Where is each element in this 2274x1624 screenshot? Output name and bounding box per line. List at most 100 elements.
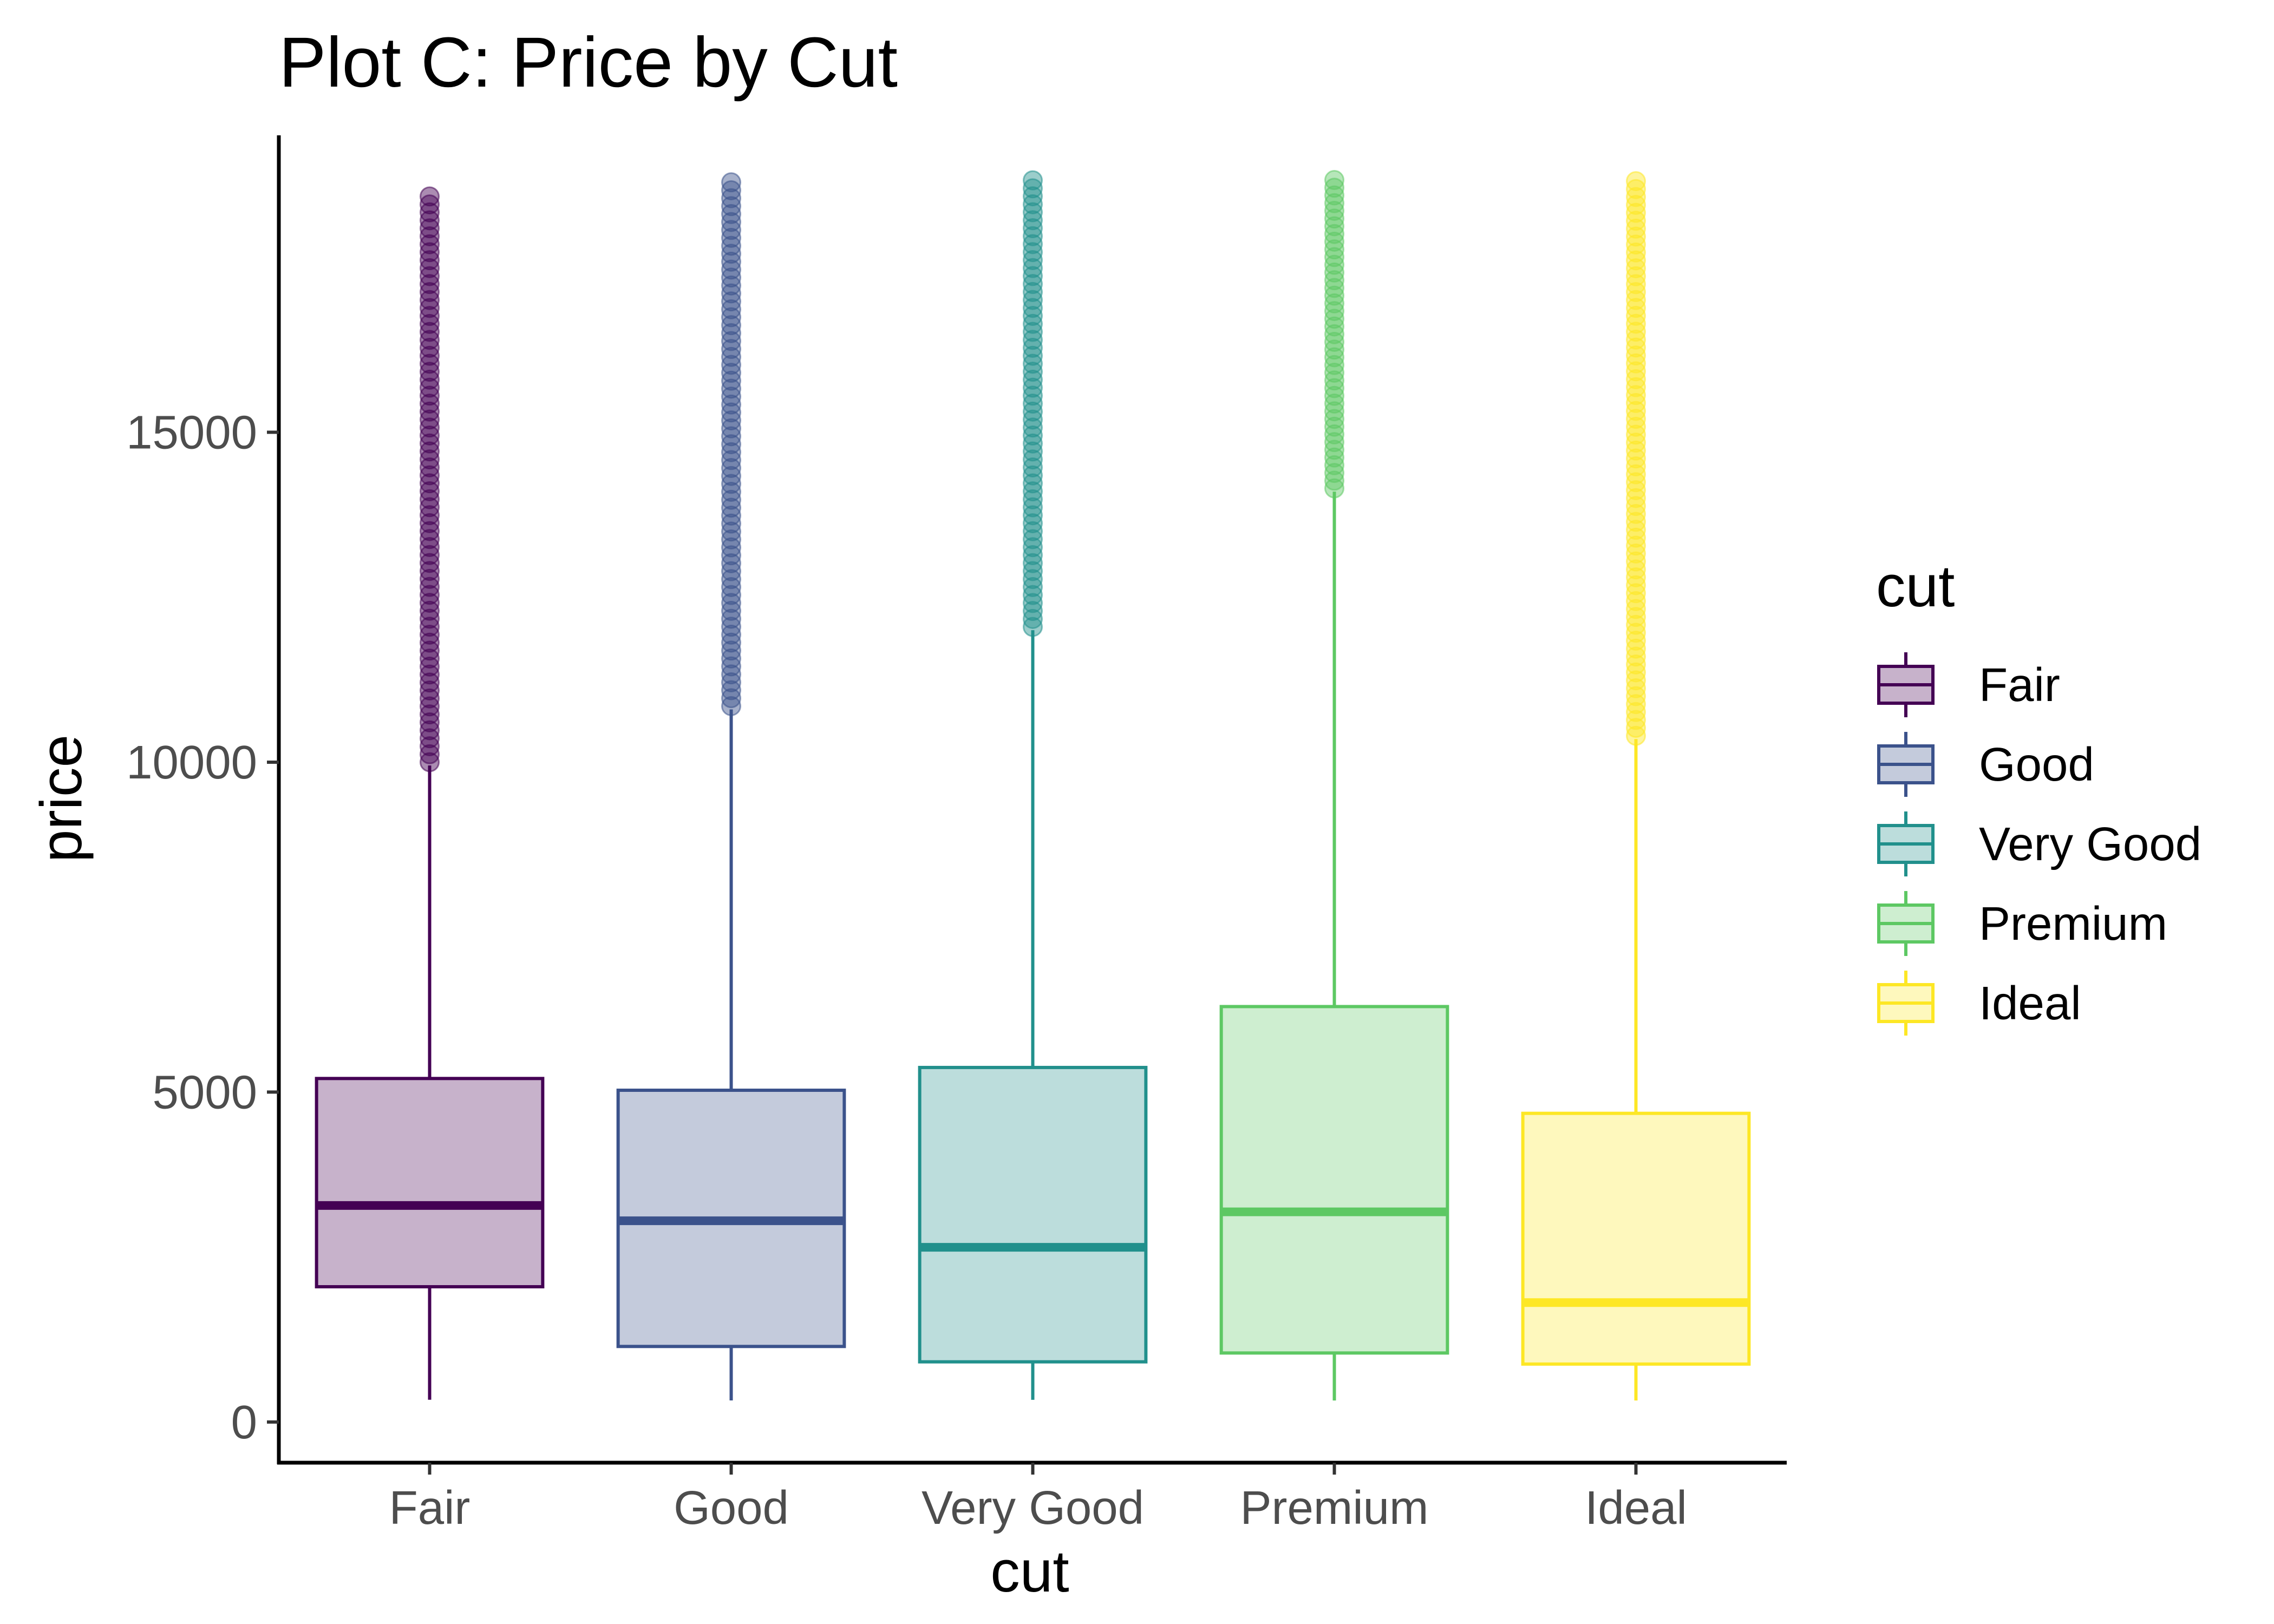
outlier-point — [1626, 353, 1646, 374]
legend-label: Fair — [1979, 659, 2060, 711]
outlier-points — [1023, 170, 1043, 637]
outlier-point — [1626, 646, 1646, 667]
outlier-point — [1023, 281, 1043, 302]
outlier-point — [1626, 202, 1646, 223]
y-axis-title: price — [28, 735, 94, 862]
outlier-point — [420, 194, 440, 215]
plot-area — [315, 170, 1751, 1401]
outlier-point — [1626, 234, 1646, 255]
outlier-point — [420, 401, 440, 422]
outlier-point — [420, 298, 440, 318]
outlier-point — [1626, 369, 1646, 390]
outlier-point — [420, 704, 440, 725]
outlier-point — [1324, 409, 1344, 429]
outlier-point — [1023, 362, 1043, 382]
outlier-point — [1626, 361, 1646, 382]
outlier-point — [1626, 464, 1646, 484]
outlier-point — [1023, 242, 1043, 263]
outlier-point — [1324, 185, 1344, 206]
outlier-point — [420, 640, 440, 661]
outlier-point — [1324, 470, 1344, 491]
outlier-point — [1324, 339, 1344, 360]
outlier-point — [1023, 330, 1043, 350]
outlier-point — [1023, 449, 1043, 470]
outlier-points — [721, 172, 741, 716]
outlier-point — [721, 307, 741, 328]
outlier-point — [420, 377, 440, 398]
outlier-point — [1023, 226, 1043, 246]
legend-label: Ideal — [1979, 977, 2081, 1030]
outlier-point — [721, 688, 741, 709]
outlier-point — [721, 521, 741, 542]
outlier-point — [1324, 208, 1344, 229]
x-tick-label: Very Good — [922, 1482, 1144, 1534]
outlier-point — [721, 291, 741, 312]
outlier-point — [420, 664, 440, 685]
x-axis-title: cut — [990, 1538, 1069, 1605]
outlier-point — [1626, 638, 1646, 659]
outlier-point — [1023, 425, 1043, 446]
outlier-point — [1324, 301, 1344, 322]
outlier-point — [721, 529, 741, 549]
outlier-point — [721, 259, 741, 280]
outlier-point — [1324, 363, 1344, 383]
outlier-point — [721, 323, 741, 343]
outlier-point — [1626, 599, 1646, 619]
outlier-point — [721, 251, 741, 272]
legend-item-fair: Fair — [1877, 652, 2060, 717]
outlier-point — [721, 506, 741, 526]
outlier-point — [721, 220, 741, 240]
outlier-point — [721, 227, 741, 248]
outlier-point — [1023, 290, 1043, 310]
outlier-point — [420, 505, 440, 526]
outlier-point — [721, 466, 741, 486]
outlier-point — [420, 353, 440, 374]
outlier-point — [721, 426, 741, 447]
outlier-point — [721, 489, 741, 510]
legend-item-good: Good — [1877, 732, 2094, 797]
outlier-point — [1626, 496, 1646, 516]
outlier-point — [721, 315, 741, 336]
outlier-point — [420, 593, 440, 613]
outlier-point — [721, 402, 741, 423]
outlier-point — [420, 441, 440, 462]
outlier-point — [420, 688, 440, 709]
outlier-point — [420, 752, 440, 772]
outlier-point — [1324, 239, 1344, 260]
outlier-point — [1023, 250, 1043, 270]
outlier-point — [1626, 416, 1646, 437]
outlier-point — [1023, 481, 1043, 502]
x-tick-label: Premium — [1240, 1482, 1428, 1534]
outlier-point — [721, 617, 741, 637]
outlier-point — [1324, 416, 1344, 437]
outlier-point — [420, 274, 440, 294]
outlier-point — [1626, 710, 1646, 730]
outlier-point — [1324, 478, 1344, 499]
outlier-point — [721, 450, 741, 470]
outlier-point — [721, 600, 741, 621]
outlier-point — [1626, 488, 1646, 508]
outlier-point — [721, 680, 741, 700]
outlier-point — [1324, 193, 1344, 213]
outlier-point — [721, 553, 741, 573]
outlier-point — [1023, 218, 1043, 239]
outlier-point — [420, 473, 440, 494]
outlier-point — [721, 204, 741, 224]
outlier-point — [1023, 505, 1043, 526]
outlier-point — [1324, 231, 1344, 252]
outlier-point — [420, 585, 440, 605]
outlier-point — [721, 545, 741, 566]
outlier-point — [1023, 433, 1043, 454]
outlier-point — [420, 489, 440, 509]
outlier-points — [420, 186, 440, 772]
outlier-point — [721, 537, 741, 558]
outlier-point — [1023, 298, 1043, 318]
outlier-point — [420, 234, 440, 254]
outlier-point — [1324, 293, 1344, 313]
outlier-point — [1324, 378, 1344, 398]
outlier-point — [721, 363, 741, 383]
outlier-point — [1626, 290, 1646, 310]
outlier-point — [420, 362, 440, 382]
legend-label: Good — [1979, 738, 2094, 791]
